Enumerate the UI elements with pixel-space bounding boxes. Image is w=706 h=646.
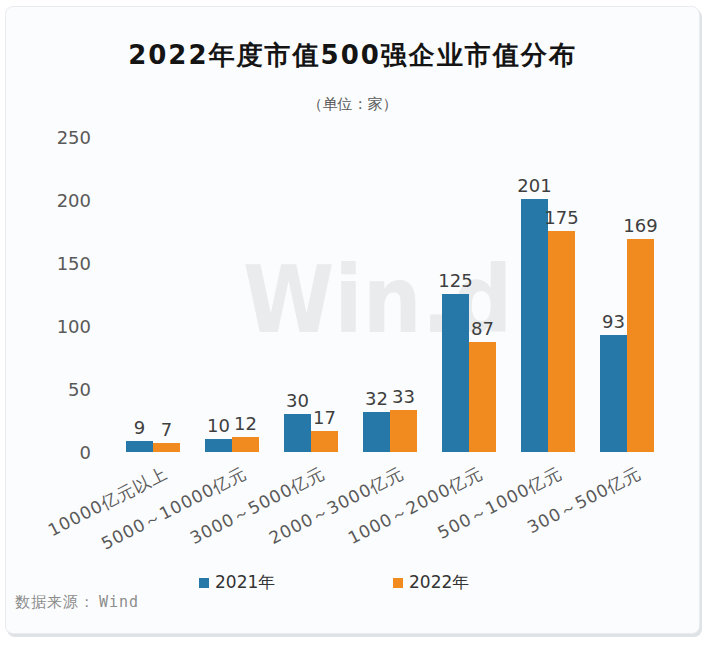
chart-title: 2022年度市值500强企业市值分布 bbox=[6, 38, 699, 73]
y-axis-tick-label: 100 bbox=[31, 316, 91, 337]
data-source: 数据来源：Wind bbox=[15, 593, 139, 612]
bar-2021年 bbox=[442, 294, 469, 452]
x-axis-category-label: 1000～2000亿元 bbox=[345, 462, 488, 550]
bar-value-label: 17 bbox=[313, 407, 336, 428]
bar-2022年 bbox=[311, 431, 338, 452]
bar-2022年 bbox=[390, 410, 417, 452]
legend-item-2022: 2022年 bbox=[393, 571, 469, 585]
y-axis-tick-label: 0 bbox=[31, 442, 91, 463]
bar-value-label: 9 bbox=[134, 417, 145, 438]
legend-item-2021: 2021年 bbox=[199, 571, 275, 585]
data-source-value: Wind bbox=[99, 593, 139, 611]
bar-2021年 bbox=[126, 441, 153, 452]
legend-swatch-2022 bbox=[393, 578, 403, 588]
chart-unit-label: （单位：家） bbox=[6, 95, 699, 114]
bar-2021年 bbox=[205, 439, 232, 452]
bar-value-label: 12 bbox=[234, 413, 257, 434]
bar-2021年 bbox=[600, 335, 627, 452]
legend-swatch-2021 bbox=[199, 578, 209, 588]
bar-2022年 bbox=[548, 231, 575, 452]
bar-value-label: 125 bbox=[438, 270, 472, 291]
y-axis-tick-label: 50 bbox=[31, 379, 91, 400]
bar-value-label: 7 bbox=[161, 419, 172, 440]
legend-label-2021: 2021年 bbox=[215, 572, 275, 592]
x-axis-category-label: 3000～5000亿元 bbox=[187, 462, 330, 550]
bar-value-label: 10 bbox=[207, 415, 230, 436]
bar-value-label: 33 bbox=[392, 386, 415, 407]
x-axis-category-label: 2000～3000亿元 bbox=[266, 462, 409, 550]
bar-value-label: 175 bbox=[544, 207, 578, 228]
y-axis-tick-label: 200 bbox=[31, 190, 91, 211]
legend-label-2022: 2022年 bbox=[409, 572, 469, 592]
bar-value-label: 32 bbox=[365, 388, 388, 409]
bar-2021年 bbox=[363, 412, 390, 452]
y-axis-tick-label: 150 bbox=[31, 253, 91, 274]
bar-2021年 bbox=[521, 199, 548, 452]
bar-value-label: 201 bbox=[517, 175, 551, 196]
bar-2022年 bbox=[232, 437, 259, 452]
bar-value-label: 93 bbox=[602, 311, 625, 332]
y-axis-tick-label: 250 bbox=[31, 127, 91, 148]
bar-value-label: 169 bbox=[623, 215, 657, 236]
bar-value-label: 30 bbox=[286, 390, 309, 411]
bar-value-label: 87 bbox=[471, 318, 494, 339]
bar-2022年 bbox=[469, 342, 496, 452]
bar-2022年 bbox=[153, 443, 180, 452]
bar-2021年 bbox=[284, 414, 311, 452]
chart-card: 2022年度市值500强企业市值分布 （单位：家） Win.d 05010015… bbox=[5, 6, 700, 634]
bar-2022年 bbox=[627, 239, 654, 452]
data-source-label: 数据来源： bbox=[15, 593, 95, 611]
